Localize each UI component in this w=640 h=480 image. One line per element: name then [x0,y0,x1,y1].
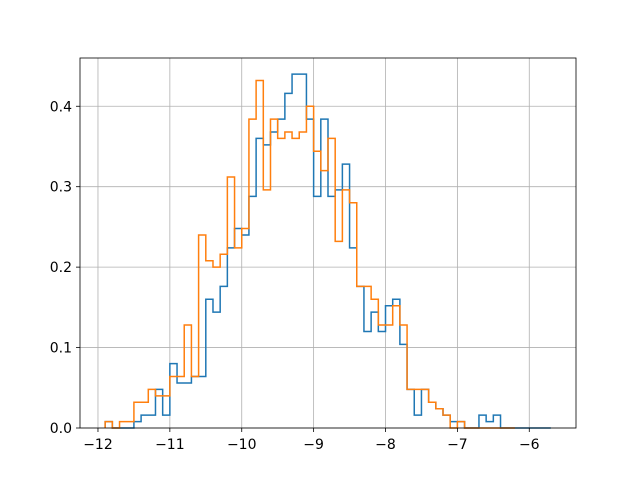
x-axis: −12 −11 −10 −9 −8 −7 −6 [83,428,540,453]
y-tick-label: 0.1 [50,341,72,357]
x-tick-label: −7 [447,437,468,453]
x-tick-label: −12 [83,437,113,453]
x-tick-label: −9 [303,437,324,453]
y-tick-label: 0.3 [50,180,72,196]
histogram-series-1 [104,73,551,429]
y-tick-label: 0.0 [50,421,72,437]
grid-lines [80,58,576,429]
series-layer [104,73,551,429]
y-tick-label: 0.2 [50,260,72,276]
x-tick-label: −8 [375,437,396,453]
plot-frame [79,57,577,429]
x-tick-label: −11 [155,437,185,453]
x-tick-label: −10 [227,437,257,453]
x-tick-label: −6 [519,437,540,453]
histogram-series-2 [104,79,515,429]
y-axis: 0.0 0.1 0.2 0.3 0.4 [50,99,80,437]
y-tick-label: 0.4 [50,99,72,115]
